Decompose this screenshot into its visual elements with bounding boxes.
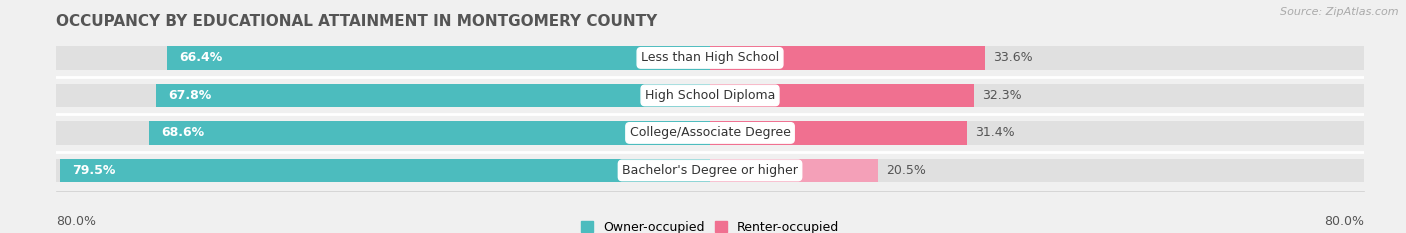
Bar: [710, 84, 1364, 107]
Bar: [710, 159, 877, 182]
Text: Less than High School: Less than High School: [641, 51, 779, 64]
Bar: [156, 84, 710, 107]
Bar: [56, 84, 710, 107]
Text: 80.0%: 80.0%: [1324, 215, 1364, 228]
Bar: [710, 84, 974, 107]
Text: Source: ZipAtlas.com: Source: ZipAtlas.com: [1281, 7, 1399, 17]
Bar: [60, 159, 710, 182]
Legend: Owner-occupied, Renter-occupied: Owner-occupied, Renter-occupied: [575, 216, 845, 233]
Bar: [710, 46, 984, 69]
Bar: [56, 159, 710, 182]
Text: High School Diploma: High School Diploma: [645, 89, 775, 102]
Text: OCCUPANCY BY EDUCATIONAL ATTAINMENT IN MONTGOMERY COUNTY: OCCUPANCY BY EDUCATIONAL ATTAINMENT IN M…: [56, 14, 658, 29]
Bar: [167, 46, 710, 69]
Text: Bachelor's Degree or higher: Bachelor's Degree or higher: [621, 164, 799, 177]
Text: 68.6%: 68.6%: [162, 127, 205, 139]
Text: 80.0%: 80.0%: [56, 215, 96, 228]
Bar: [710, 121, 1364, 144]
Text: 32.3%: 32.3%: [983, 89, 1022, 102]
Text: 79.5%: 79.5%: [73, 164, 115, 177]
Text: 66.4%: 66.4%: [180, 51, 224, 64]
Bar: [56, 46, 710, 69]
Text: 33.6%: 33.6%: [993, 51, 1032, 64]
Bar: [710, 159, 1364, 182]
Text: 20.5%: 20.5%: [886, 164, 925, 177]
Text: 31.4%: 31.4%: [974, 127, 1015, 139]
Bar: [710, 46, 1364, 69]
Bar: [149, 121, 710, 144]
Bar: [56, 121, 710, 144]
Text: College/Associate Degree: College/Associate Degree: [630, 127, 790, 139]
Bar: [710, 121, 967, 144]
Text: 67.8%: 67.8%: [169, 89, 211, 102]
